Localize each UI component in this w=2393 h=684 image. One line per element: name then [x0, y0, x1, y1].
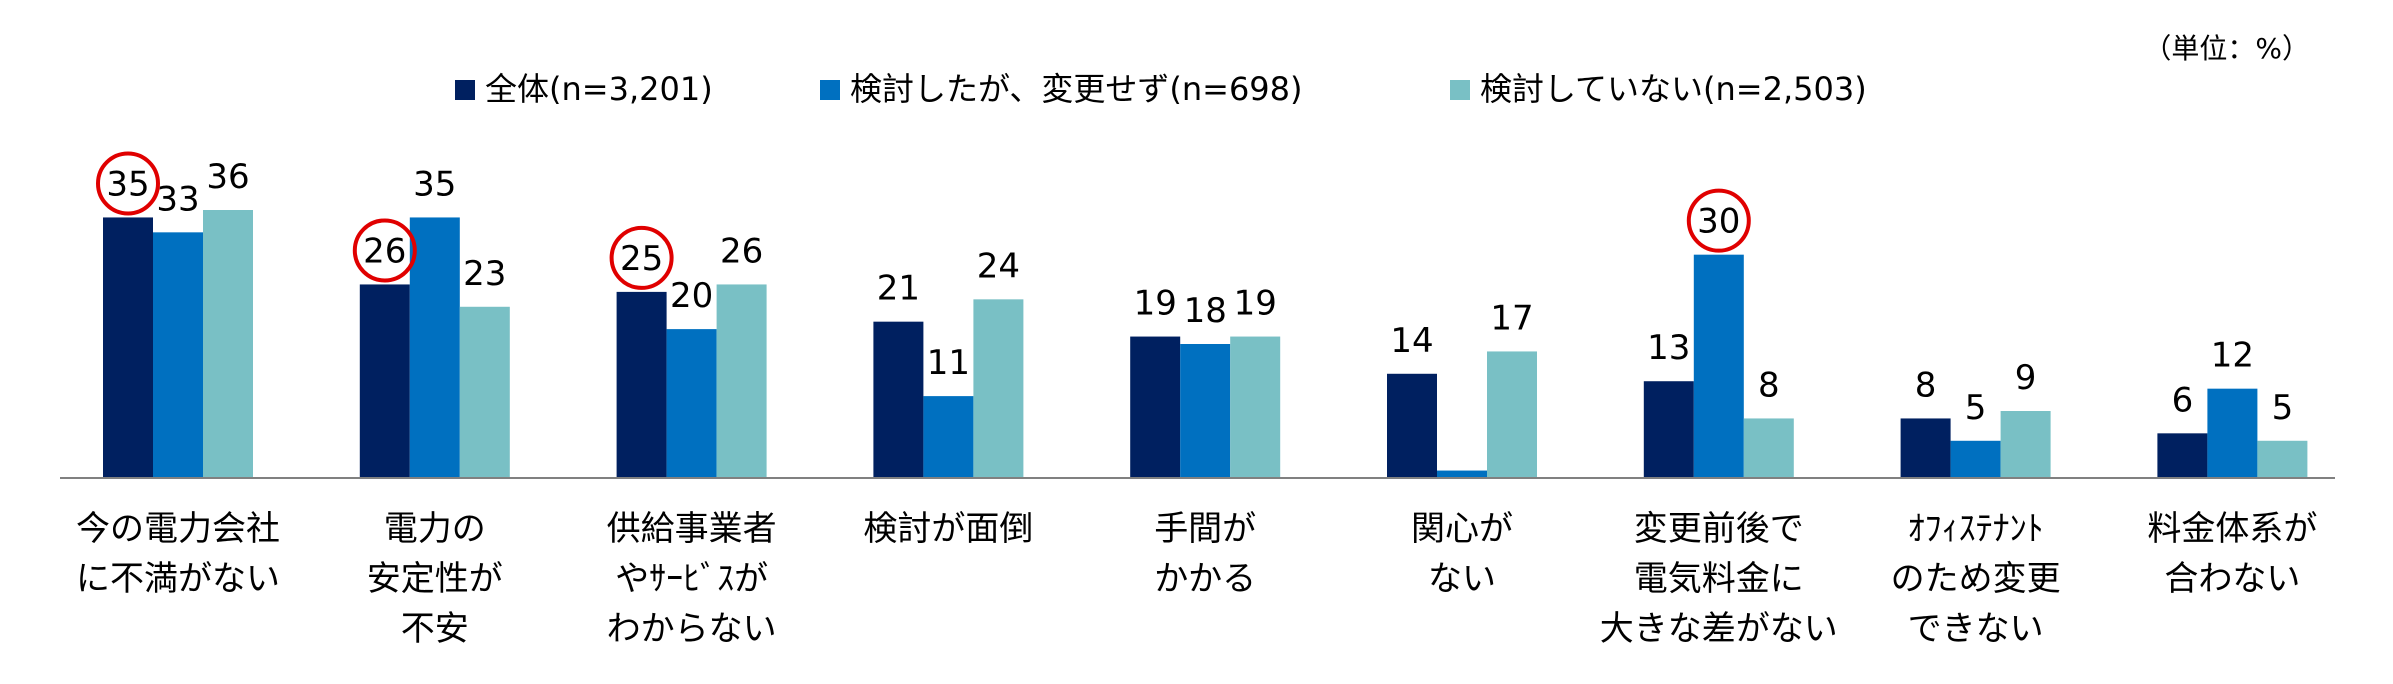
bar-4-2	[1230, 336, 1281, 478]
value-label-4-1: 18	[1184, 291, 1227, 331]
category-label-2-1: やｻｰﾋﾞｽが	[615, 559, 768, 599]
value-label-3-2: 24	[977, 246, 1020, 286]
value-label-8-1: 12	[2211, 336, 2254, 376]
category-label-2-0: 供給事業者	[607, 509, 777, 549]
bar-3-1	[923, 396, 974, 478]
value-label-8-2: 5	[2272, 388, 2294, 428]
category-label-0-0: 今の電力会社	[76, 509, 280, 549]
category-label-4-1: かかる	[1154, 559, 1256, 599]
bar-1-0	[359, 284, 410, 478]
highlight-circle-0-0	[96, 151, 160, 216]
bar-3-2	[973, 299, 1024, 478]
value-label-7-1: 5	[1965, 388, 1987, 428]
category-label-5-0: 関心が	[1411, 509, 1513, 549]
bar-8-1	[2207, 388, 2258, 478]
category-label-3-0: 検討が面倒	[863, 509, 1033, 549]
bar-5-2	[1487, 351, 1537, 478]
unit-note: （単位：%）	[2143, 32, 2310, 65]
legend-swatch-1	[820, 80, 840, 100]
category-label-7-2: できない	[1908, 609, 2044, 649]
category-label-7-1: のため変更	[1891, 559, 2061, 599]
bar-6-0	[1643, 381, 1694, 478]
bar-2-2	[716, 284, 767, 478]
legend: 全体(n=3,201) 検討したが、変更せず(n=698) 検討していない(n=2,…	[455, 70, 1867, 108]
value-label-2-1: 20	[670, 276, 713, 316]
legend-label-0: 全体(n=3,201)	[485, 70, 713, 108]
bar-8-2	[2257, 440, 2308, 478]
value-label-6-1: 30	[1697, 202, 1740, 242]
category-label-5-1: ない	[1428, 559, 1496, 599]
value-label-5-0: 14	[1390, 321, 1433, 361]
category-label-2-2: わからない	[607, 609, 777, 649]
bar-8-0	[2157, 433, 2208, 478]
value-label-0-1: 33	[156, 179, 199, 219]
highlight-circle-1-0	[352, 218, 417, 283]
bar-2-0	[616, 291, 667, 478]
value-label-7-0: 8	[1915, 365, 1937, 405]
category-label-6-2: 大きな差がない	[1600, 609, 1838, 649]
bar-5-1	[1437, 470, 1487, 478]
value-label-4-2: 19	[1234, 284, 1277, 324]
bar-2-1	[666, 329, 717, 478]
category-label-4-0: 手間が	[1154, 509, 1256, 549]
legend-label-2: 検討していない(n=2,503)	[1480, 70, 1867, 108]
category-label-0-1: に不満がない	[76, 559, 280, 599]
legend-swatch-2	[1450, 80, 1470, 100]
highlight-circle-6-1	[1686, 188, 1751, 253]
category-label-1-0: 電力の	[384, 509, 486, 549]
value-label-1-1: 35	[413, 164, 456, 204]
value-label-1-0: 26	[363, 231, 406, 271]
bar-7-1	[1950, 440, 2001, 478]
bar-3-0	[873, 321, 924, 478]
bar-0-2	[203, 210, 253, 478]
category-label-7-0: ｵﾌｨｽﾃﾅﾝﾄ	[1908, 509, 2044, 549]
category-label-6-1: 電気料金に	[1634, 559, 1804, 599]
value-label-3-0: 21	[877, 269, 920, 309]
highlight-circles	[96, 151, 1751, 290]
bar-5-0	[1387, 373, 1437, 478]
value-label-6-0: 13	[1647, 328, 1690, 368]
bars	[103, 210, 2308, 478]
value-label-7-2: 9	[2015, 358, 2037, 398]
bar-0-0	[103, 217, 153, 478]
bar-4-0	[1130, 336, 1181, 478]
bar-6-1	[1693, 254, 1744, 478]
legend-label-1: 検討したが、変更せず(n=698)	[850, 70, 1303, 108]
value-label-5-2: 17	[1490, 298, 1533, 338]
bar-1-2	[459, 306, 510, 478]
bar-1-1	[409, 217, 460, 478]
value-label-3-1: 11	[927, 343, 970, 383]
bar-6-2	[1743, 418, 1794, 478]
value-label-0-2: 36	[206, 157, 249, 197]
value-label-8-0: 6	[2172, 380, 2194, 420]
category-label-6-0: 変更前後で	[1634, 509, 1804, 549]
bar-7-0	[1900, 418, 1951, 478]
highlight-circle-2-0	[609, 225, 674, 290]
category-label-1-2: 不安	[401, 609, 469, 649]
category-label-1-1: 安定性が	[367, 559, 503, 599]
bar-0-1	[153, 232, 203, 478]
value-label-6-2: 8	[1758, 365, 1780, 405]
legend-swatch-0	[455, 80, 475, 100]
value-label-4-0: 19	[1134, 284, 1177, 324]
value-label-2-0: 25	[620, 239, 663, 279]
bar-7-2	[2000, 411, 2051, 478]
value-label-2-2: 26	[720, 231, 763, 271]
value-label-1-2: 23	[463, 254, 506, 294]
category-label-8-1: 合わない	[2164, 559, 2300, 599]
category-label-8-0: 料金体系が	[2147, 509, 2317, 549]
value-label-0-0: 35	[106, 164, 149, 204]
bar-4-1	[1180, 344, 1231, 478]
